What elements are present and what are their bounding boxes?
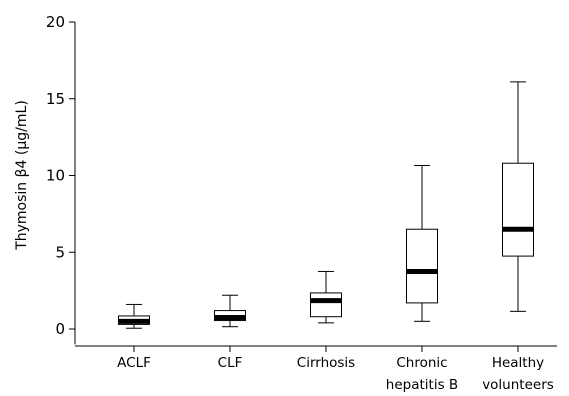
y-axis-title: Thymosin β4 (μg/mL) bbox=[14, 100, 30, 251]
x-tick-label: Chronic bbox=[396, 355, 447, 371]
x-axis: ACLF CLF Cirrhosis Chronic hepatitis B Health… bbox=[75, 345, 557, 393]
iqr-box bbox=[502, 162, 534, 257]
box-4 bbox=[406, 165, 438, 322]
x-tick-label: Cirrhosis bbox=[297, 355, 355, 371]
box-1 bbox=[118, 303, 150, 329]
iqr-box bbox=[406, 228, 438, 304]
y-tick-label: 0 bbox=[55, 320, 65, 338]
box-5 bbox=[502, 81, 534, 312]
x-tick-label: CLF bbox=[218, 355, 243, 371]
y-tick-label: 10 bbox=[46, 167, 65, 185]
box-2 bbox=[214, 294, 246, 328]
x-tick-label: volunteers bbox=[482, 377, 554, 393]
y-tick-label: 20 bbox=[46, 13, 65, 31]
x-tick-label: Healthy bbox=[492, 355, 544, 371]
y-tick-label: 5 bbox=[55, 243, 65, 261]
y-tick-label: 15 bbox=[46, 90, 65, 108]
y-axis: 0 5 10 15 20 bbox=[46, 13, 76, 345]
boxes bbox=[118, 81, 534, 329]
iqr-box bbox=[310, 292, 342, 318]
box-3 bbox=[310, 270, 342, 324]
x-tick-label: hepatitis B bbox=[386, 377, 458, 393]
x-tick-label: ACLF bbox=[117, 355, 151, 371]
